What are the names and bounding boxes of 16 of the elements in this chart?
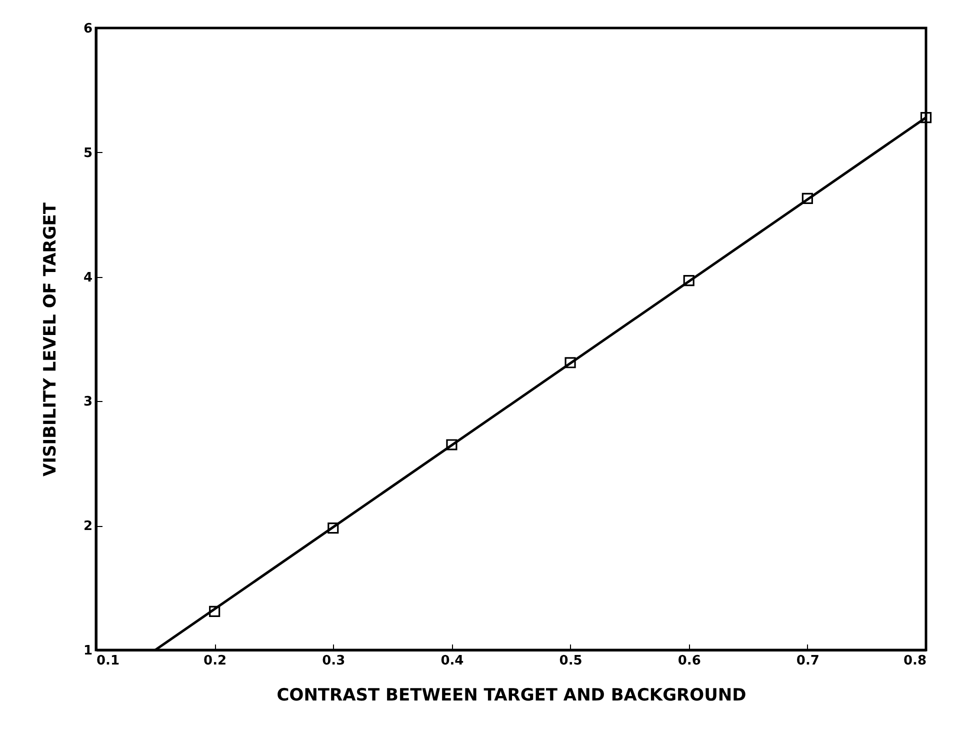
x-tick-label: 0.2 <box>204 654 227 668</box>
y-tick-label: 1 <box>83 644 92 658</box>
x-axis-title: CONTRAST BETWEEN TARGET AND BACKGROUND <box>276 686 746 706</box>
x-tick-label: 0.6 <box>678 654 701 668</box>
x-tick-label: 0.8 <box>903 654 926 668</box>
x-tick-label: 0.5 <box>559 654 582 668</box>
y-tick-label: 3 <box>83 394 92 410</box>
y-tick-label: 5 <box>83 146 92 161</box>
y-tick-label: 2 <box>83 519 92 534</box>
x-tick-label: 0.3 <box>322 654 346 668</box>
y-tick-label: 4 <box>83 270 92 286</box>
x-tick-label: 0.1 <box>96 654 120 668</box>
y-axis-title: VISIBILITY LEVEL OF TARGET <box>40 202 60 476</box>
x-tick-label: 0.4 <box>440 654 464 668</box>
x-tick-label: 0.7 <box>796 654 820 668</box>
y-tick-label: 6 <box>83 22 92 36</box>
